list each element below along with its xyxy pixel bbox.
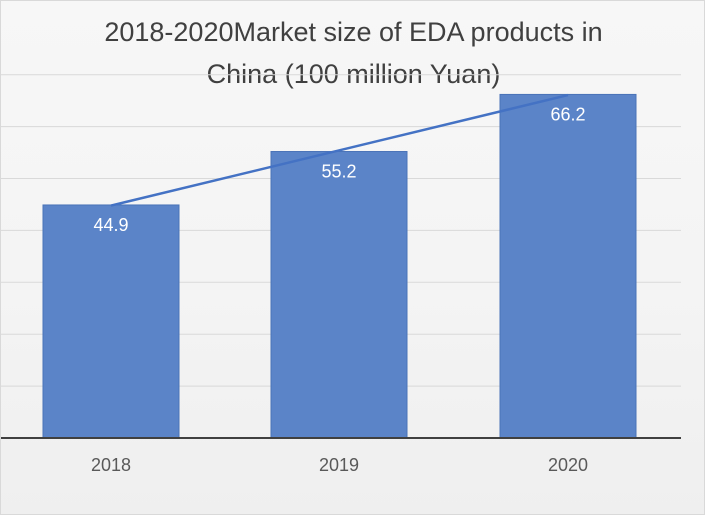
chart-title-line-2: China (100 million Yuan) (206, 59, 501, 89)
data-label-2018: 44.9 (93, 215, 128, 235)
bar-2019 (270, 151, 408, 439)
trend-line (110, 93, 569, 207)
data-label-2020: 66.2 (550, 104, 585, 124)
x-tick-label-2018: 2018 (91, 455, 131, 475)
x-tick-label-2019: 2019 (319, 455, 359, 475)
x-tick-label-2020: 2020 (548, 455, 588, 475)
data-label-2019: 55.2 (321, 162, 356, 182)
bar-2020 (499, 93, 637, 439)
chart-title-line-1: 2018-2020Market size of EDA products in (104, 17, 603, 47)
chart-title: 2018-2020Market size of EDA products in … (1, 11, 705, 95)
bar-2018 (42, 204, 180, 439)
